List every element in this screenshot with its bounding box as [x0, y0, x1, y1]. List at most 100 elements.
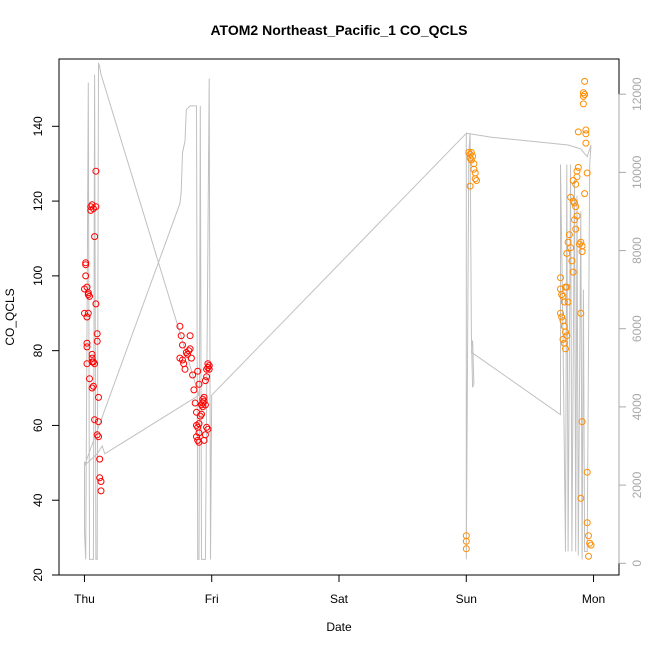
series-2 — [462, 149, 480, 553]
data-point — [199, 403, 207, 411]
data-point — [578, 248, 586, 256]
data-point — [89, 358, 97, 366]
series-1 — [176, 322, 213, 446]
data-point — [586, 539, 594, 547]
data-point — [204, 425, 212, 433]
data-point — [191, 399, 199, 407]
data-point — [574, 128, 582, 136]
data-point — [86, 292, 93, 300]
data-point — [96, 474, 104, 482]
data-point — [581, 190, 589, 198]
data-point — [569, 268, 577, 276]
data-point — [462, 545, 470, 553]
data-point — [187, 354, 195, 362]
data-point — [82, 272, 90, 280]
data-point — [205, 362, 213, 370]
x-axis: Thu Fri Sat Sun Mon — [74, 574, 605, 606]
data-point — [581, 91, 589, 98]
series-3 — [557, 77, 595, 560]
data-point — [92, 300, 100, 308]
data-point — [203, 423, 211, 431]
data-point — [473, 177, 480, 184]
data-point — [585, 532, 592, 540]
data-point — [200, 436, 208, 444]
data-point — [186, 332, 194, 340]
data-point — [582, 126, 590, 134]
data-point — [579, 100, 587, 108]
data-point — [582, 139, 590, 147]
data-point — [95, 393, 102, 401]
data-point — [572, 180, 580, 188]
data-point — [83, 313, 91, 321]
data-point — [82, 259, 90, 267]
data-point — [184, 350, 191, 358]
data-point — [563, 283, 571, 291]
data-point — [88, 384, 96, 392]
data-point — [199, 395, 207, 403]
data-point — [97, 487, 105, 495]
data-point — [562, 345, 569, 353]
data-point — [93, 431, 101, 439]
x-tick-label: Sun — [456, 592, 477, 606]
data-point — [93, 330, 101, 338]
data-point — [92, 203, 100, 211]
data-point — [558, 291, 566, 299]
data-point — [88, 201, 96, 209]
data-point — [572, 203, 580, 211]
data-point — [91, 360, 99, 368]
altitude-layer — [84, 62, 592, 560]
data-point — [195, 380, 203, 388]
data-point — [186, 345, 194, 353]
y-axis-right: 0 2000 4000 6000 8000 10000 12000 — [618, 77, 644, 567]
data-point — [565, 231, 573, 239]
data-point — [581, 77, 589, 85]
data-point — [89, 382, 97, 390]
data-point — [579, 89, 587, 97]
data-point — [92, 167, 100, 175]
y-axis-left: 20 40 60 80 100 120 140 — [31, 116, 60, 582]
data-point — [578, 418, 586, 426]
x-tick-label: Fri — [205, 592, 219, 606]
data-point — [585, 552, 592, 560]
data-point — [181, 365, 189, 373]
y-tick-label: 80 — [31, 344, 45, 358]
data-point — [571, 199, 578, 207]
data-point — [466, 182, 474, 190]
data-point — [579, 92, 587, 100]
data-point — [200, 393, 208, 401]
data-point — [96, 455, 104, 463]
data-point — [185, 347, 193, 355]
data-point — [563, 332, 571, 340]
x-tick-label: Thu — [74, 592, 95, 606]
y2-tick-label: 0 — [630, 560, 644, 567]
y2-tick-label: 8000 — [630, 237, 644, 264]
data-point — [203, 373, 211, 381]
altitude-line — [84, 62, 592, 560]
y-tick-label: 20 — [31, 568, 45, 582]
data-point — [88, 350, 96, 358]
data-point — [190, 386, 198, 394]
y-tick-label: 140 — [31, 116, 45, 136]
data-point — [563, 249, 571, 257]
data-point — [577, 238, 585, 246]
data-point — [86, 375, 93, 383]
data-point — [189, 371, 197, 379]
data-point — [564, 238, 572, 246]
data-point — [583, 169, 591, 177]
data-point — [559, 335, 567, 343]
data-point — [195, 429, 203, 437]
y-tick-label: 40 — [31, 493, 45, 507]
data-point — [568, 257, 576, 265]
data-point — [470, 165, 478, 173]
data-point — [562, 328, 569, 336]
data-point — [82, 261, 90, 269]
data-point — [97, 478, 105, 485]
data-point — [176, 322, 184, 330]
data-point — [569, 197, 577, 205]
data-point — [198, 410, 205, 418]
points-layer — [81, 77, 595, 560]
data-point — [95, 418, 102, 426]
data-point — [573, 167, 581, 175]
data-point — [587, 541, 595, 549]
plot-area-frame — [58, 58, 620, 576]
